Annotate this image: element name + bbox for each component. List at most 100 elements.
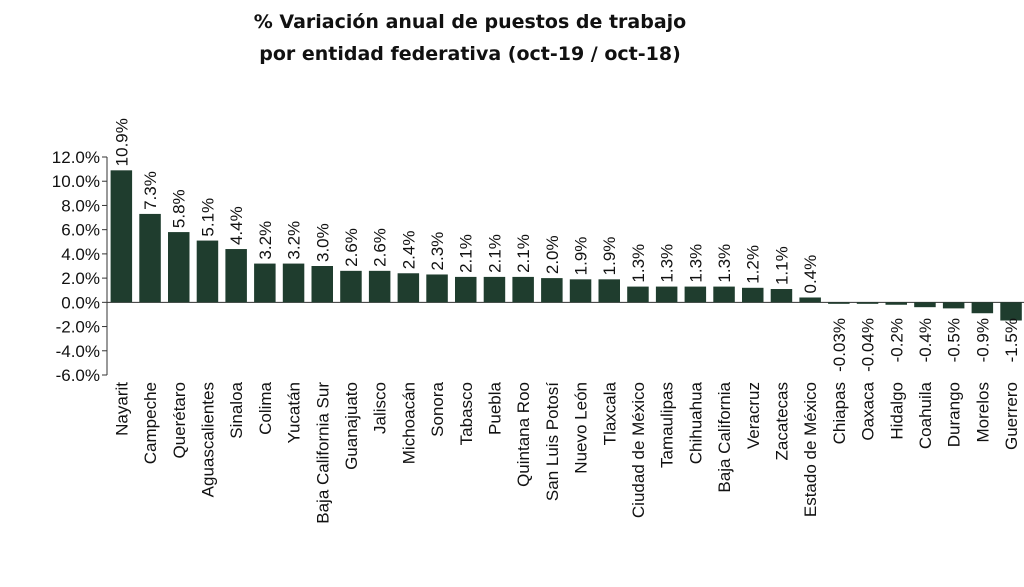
category-label: Estado de México [801,382,820,517]
data-label: -1.5% [1002,318,1021,362]
category-label: Guerrero [1002,382,1021,450]
category-label: Sonora [428,381,447,436]
category-label: Veracruz [744,382,763,449]
data-label: 1.9% [600,237,619,276]
category-label: Quintana Roo [514,382,533,487]
bar [713,286,735,303]
data-label: 2.3% [428,232,447,271]
data-label: 2.6% [371,228,390,267]
bar [627,286,649,303]
category-label: Hidalgo [887,382,906,440]
bar [742,287,764,303]
y-tick-label: 2.0% [61,269,100,288]
data-label: 4.4% [227,206,246,245]
data-label: 2.1% [457,234,476,273]
data-label: 3.2% [285,221,304,260]
category-label: Nayarit [112,382,131,436]
bar [541,278,563,303]
bar [139,213,161,303]
category-label: Guanajuato [342,382,361,470]
category-label: Tabasco [457,382,476,445]
bar [942,302,965,309]
data-label: 2.1% [514,234,533,273]
bar [311,266,333,303]
y-tick-label: -2.0% [56,318,100,337]
bar [254,263,276,303]
y-tick-label: 12.0% [52,148,100,167]
category-label: Chihuahua [686,381,705,464]
y-tick-label: 8.0% [61,196,100,215]
category-label: Oaxaca [859,381,878,440]
chart-title-line-2: por entidad federativa (oct-19 / oct-18) [259,43,681,65]
bar [282,263,305,303]
bar [971,302,994,314]
data-label: -0.2% [887,318,906,362]
category-label: San Luis Potosí [543,382,562,501]
data-label: 5.8% [170,189,189,228]
category-label: Aguascalientes [198,382,217,497]
data-label: 2.1% [485,234,504,273]
bar [684,286,707,303]
data-label: 10.9% [112,118,131,166]
data-label: -0.9% [973,318,992,362]
bar [598,279,620,303]
category-label: Baja California Sur [313,382,332,524]
bar [856,302,879,304]
category-label: Coahuila [916,381,935,449]
data-label: 2.6% [342,228,361,267]
data-label: -0.04% [859,318,878,372]
category-label: Nuevo León [572,382,591,474]
category-label: Colima [256,381,275,434]
data-label: 0.4% [801,255,820,294]
data-label: 1.3% [629,244,648,283]
bar [914,302,936,308]
category-label: Durango [945,382,964,447]
bar [655,286,678,303]
data-label: 1.3% [715,244,734,283]
bar [397,273,420,303]
category-label: Baja California [715,381,734,492]
bar [569,279,592,303]
category-label: Chiapas [830,382,849,444]
data-label: -0.4% [916,318,935,362]
data-label: 2.4% [399,231,418,270]
bar [110,170,133,303]
bar [196,240,219,303]
bar [426,274,448,303]
y-tick-label: 6.0% [61,221,100,240]
category-label: Yucatán [285,382,304,443]
data-label: 7.3% [141,171,160,210]
category-label: Puebla [485,381,504,434]
category-label: Jalisco [371,382,390,434]
bar [770,289,793,303]
y-tick-label: -4.0% [56,342,100,361]
bar [340,270,362,303]
bar [799,297,821,303]
bar [225,249,247,303]
data-label: 1.2% [744,245,763,284]
data-label: 1.3% [658,244,677,283]
chart-title-line-1: % Variación anual de puestos de trabajo [253,11,687,33]
data-label: -0.03% [830,318,849,372]
y-tick-label: 4.0% [61,245,100,264]
data-label: -0.5% [945,318,964,362]
data-label: 1.3% [686,244,705,283]
y-tick-label: -6.0% [56,366,100,385]
data-label: 5.1% [198,198,217,237]
bar [828,302,850,304]
bar [368,270,391,303]
category-label: Campeche [141,382,160,464]
category-label: Sinaloa [227,381,246,438]
category-label: Michoacán [399,382,418,464]
bar [885,302,907,305]
bar [512,276,534,303]
bar [1000,302,1022,321]
data-label: 1.1% [772,246,791,285]
y-tick-label: 10.0% [52,172,100,191]
data-label: 1.9% [572,237,591,276]
chart-title: % Variación anual de puestos de trabajo … [0,6,940,70]
bar [168,232,190,303]
data-label: 3.0% [313,223,332,262]
y-tick-label: 0.0% [61,293,100,312]
